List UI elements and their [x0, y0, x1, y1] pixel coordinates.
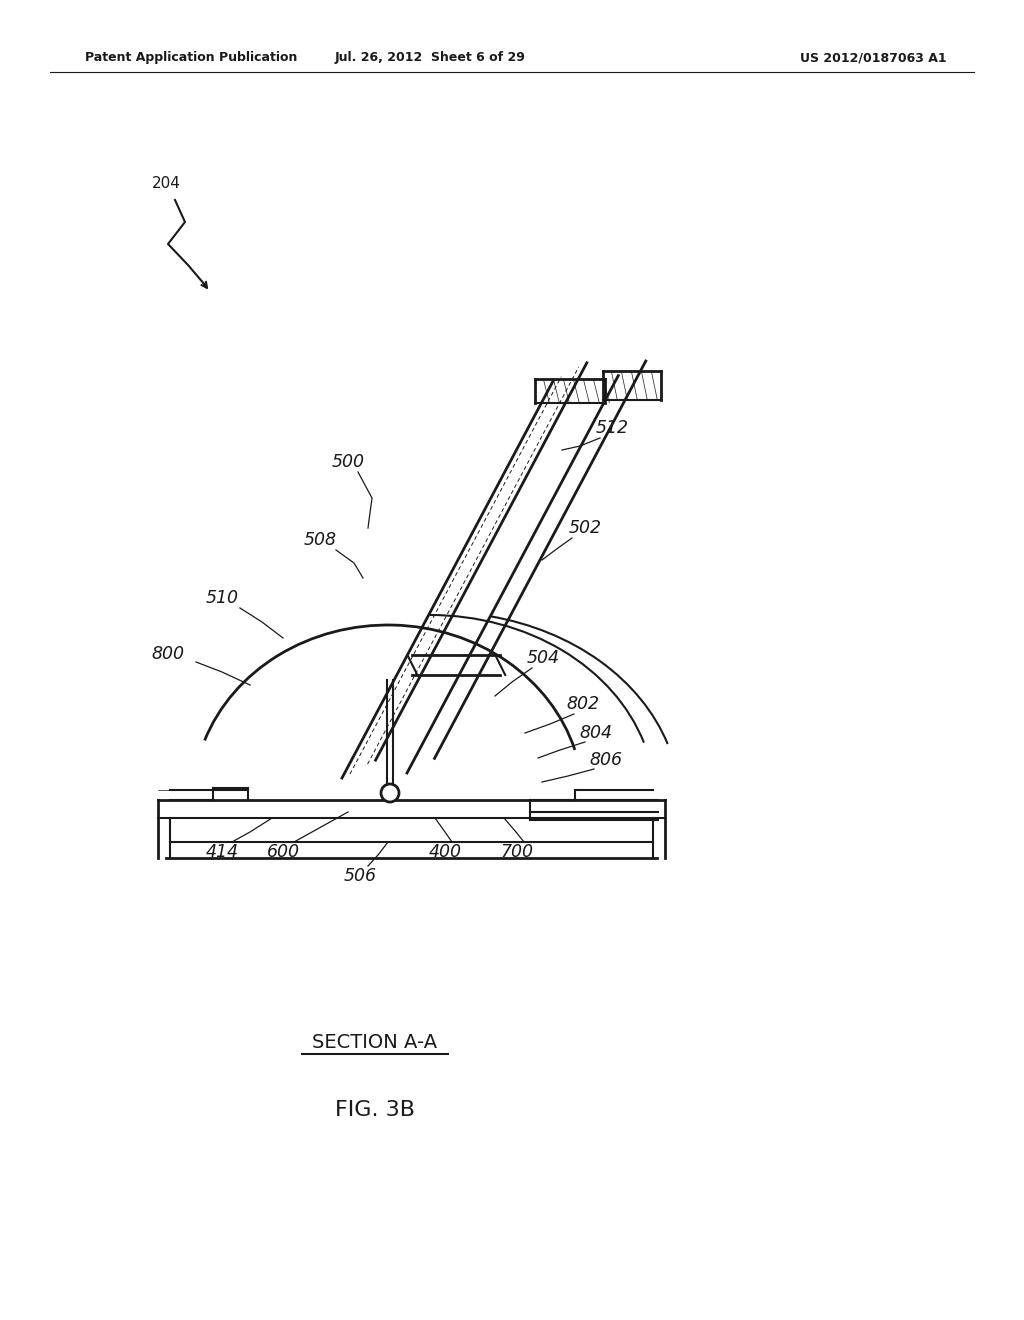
Text: 510: 510 [206, 589, 239, 607]
Text: 802: 802 [566, 696, 599, 713]
Text: SECTION A-A: SECTION A-A [312, 1032, 437, 1052]
Text: FIG. 3B: FIG. 3B [335, 1100, 415, 1119]
Text: 512: 512 [596, 418, 629, 437]
Text: Patent Application Publication: Patent Application Publication [85, 51, 297, 65]
Text: 600: 600 [266, 843, 299, 861]
Text: 204: 204 [152, 176, 181, 191]
Text: 500: 500 [332, 453, 365, 471]
Circle shape [381, 784, 399, 803]
Text: Jul. 26, 2012  Sheet 6 of 29: Jul. 26, 2012 Sheet 6 of 29 [335, 51, 525, 65]
Text: 506: 506 [343, 867, 377, 884]
Text: 508: 508 [303, 531, 337, 549]
Text: 502: 502 [568, 519, 601, 537]
Text: 504: 504 [526, 649, 559, 667]
Text: US 2012/0187063 A1: US 2012/0187063 A1 [800, 51, 946, 65]
Text: 400: 400 [428, 843, 462, 861]
Text: 700: 700 [501, 843, 534, 861]
Text: 806: 806 [590, 751, 623, 770]
Text: 800: 800 [152, 645, 184, 663]
Text: 414: 414 [206, 843, 239, 861]
Text: 804: 804 [580, 723, 612, 742]
